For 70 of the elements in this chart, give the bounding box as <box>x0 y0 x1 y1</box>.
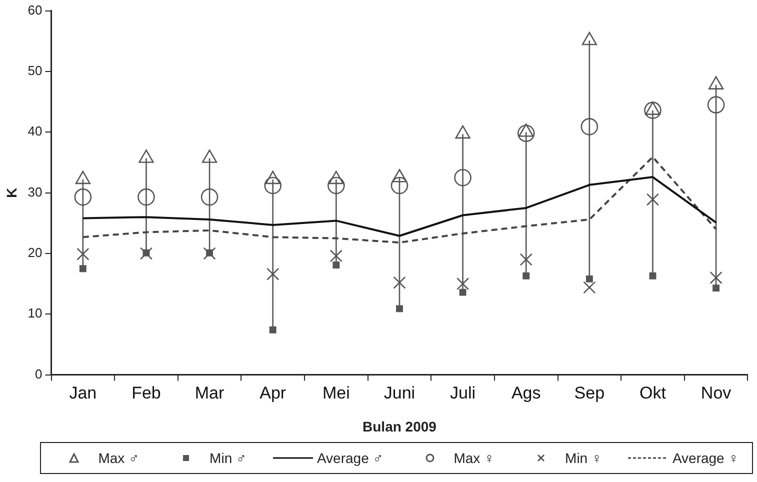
point <box>396 305 403 312</box>
point <box>459 288 466 296</box>
x-axis-title: Bulan 2009 <box>362 418 437 434</box>
point <box>712 284 720 292</box>
point <box>202 150 218 163</box>
x-tick-label: Jan <box>69 384 97 403</box>
x-tick-label: Mar <box>194 384 225 403</box>
y-axis-title: K <box>3 188 20 198</box>
point <box>138 188 155 206</box>
x-tick-label: Okt <box>640 384 666 403</box>
point <box>645 102 660 115</box>
point <box>646 193 660 206</box>
point <box>140 247 153 260</box>
point <box>456 277 470 290</box>
y-tick-label: 20 <box>28 245 42 260</box>
legend-label: Average ♀ <box>672 450 739 466</box>
point <box>649 272 656 280</box>
point <box>518 123 534 137</box>
point <box>454 168 472 186</box>
x-tick-label: Ags <box>511 384 541 403</box>
point <box>390 176 408 194</box>
legend-label: Max ♂ <box>98 450 140 466</box>
point <box>142 249 150 256</box>
y-tick-label: 10 <box>28 306 42 321</box>
point <box>265 170 280 184</box>
x-tick-label: Juni <box>384 384 416 403</box>
point <box>76 248 90 260</box>
point <box>393 276 406 289</box>
point <box>455 125 470 139</box>
point <box>522 272 530 280</box>
line-series <box>82 156 718 244</box>
x-tick-label: Mei <box>322 384 350 403</box>
point <box>266 268 280 280</box>
point <box>644 102 662 119</box>
point <box>264 176 282 194</box>
y-tick-label: 60 <box>28 2 42 18</box>
legend-label: Average ♂ <box>316 450 384 466</box>
legend-label: Min ♂ <box>210 450 246 466</box>
y-tick-label: 30 <box>28 184 42 200</box>
point <box>710 271 722 284</box>
y-tick-label: 0 <box>35 366 42 382</box>
x-tick-label: Sep <box>574 384 605 403</box>
x-tick-label: Juli <box>450 384 476 403</box>
legend-label: Min ♀ <box>565 450 602 466</box>
legend-label: Max ♀ <box>454 450 495 466</box>
point <box>708 76 724 90</box>
point <box>707 96 725 114</box>
point <box>138 150 154 163</box>
y-tick-label: 50 <box>28 63 42 78</box>
x-tick-label: Feb <box>132 384 161 403</box>
y-tick-label: 40 <box>28 124 42 139</box>
point <box>206 249 214 256</box>
point <box>520 253 532 266</box>
point <box>332 262 340 268</box>
point <box>392 168 408 182</box>
point <box>328 170 344 184</box>
x-tick-label: Nov <box>700 384 732 403</box>
point <box>74 188 92 206</box>
x-tick-label: Apr <box>260 384 286 403</box>
point <box>200 188 218 206</box>
point <box>517 124 535 142</box>
point <box>269 326 276 334</box>
point <box>580 118 598 136</box>
point <box>583 281 596 294</box>
point <box>586 275 593 282</box>
point <box>79 265 86 272</box>
point <box>582 32 597 46</box>
point <box>330 250 342 262</box>
point <box>75 170 90 184</box>
point <box>328 176 345 194</box>
